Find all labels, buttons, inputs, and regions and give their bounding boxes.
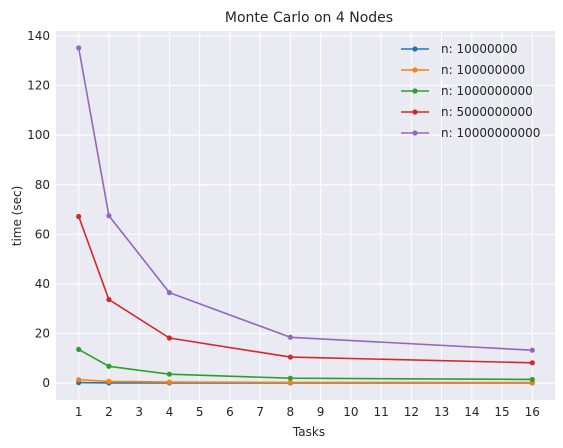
y-tick-label: 140: [27, 29, 50, 43]
x-tick-label: 3: [135, 405, 143, 419]
legend-label: n: 10000000000: [441, 126, 540, 140]
y-tick-label: 0: [42, 376, 50, 390]
x-tick-label: 15: [494, 405, 509, 419]
legend: n: 10000000 n: 100000000 n: 1000000000 n: 5…: [401, 42, 540, 140]
data-point: [287, 379, 293, 385]
y-tick-label: 60: [35, 227, 50, 241]
series-lines: [76, 45, 535, 386]
data-point: [166, 290, 173, 296]
data-point: [76, 346, 82, 353]
legend-marker: [412, 46, 418, 52]
data-point: [106, 363, 112, 369]
data-point: [106, 296, 112, 303]
legend-label: n: 5000000000: [441, 105, 533, 119]
y-tick-label: 100: [27, 128, 50, 142]
legend-label: n: 1000000000: [441, 84, 533, 98]
x-tick-label: 10: [343, 405, 358, 419]
x-tick-labels: 1 2 3 4 5 6 7 8 9 10 11 12 13 14 15 16: [75, 405, 540, 419]
legend-entry: n: 100000000: [401, 63, 525, 77]
data-point: [529, 376, 535, 383]
legend-marker: [412, 88, 418, 94]
x-tick-label: 13: [434, 405, 449, 419]
legend-entry: n: 5000000000: [401, 105, 533, 119]
legend-entry: n: 10000000: [401, 42, 518, 56]
data-point: [76, 377, 82, 383]
data-point: [529, 360, 535, 366]
legend-entry: n: 1000000000: [401, 84, 533, 98]
series-3: [76, 346, 535, 383]
y-tick-label: 20: [35, 327, 50, 341]
data-point: [166, 335, 173, 341]
legend-label: n: 10000000: [441, 42, 518, 56]
x-tick-label: 8: [287, 405, 295, 419]
x-axis-title: Tasks: [292, 425, 325, 439]
y-tick-label: 40: [35, 277, 50, 291]
x-tick-label: 11: [373, 405, 388, 419]
y-axis-title: time (sec): [10, 186, 24, 247]
data-point: [106, 213, 112, 219]
x-tick-label: 16: [525, 405, 540, 419]
data-point: [287, 334, 293, 340]
legend-marker: [412, 109, 418, 115]
series-4: [76, 213, 535, 366]
data-point: [76, 45, 82, 51]
x-tick-label: 9: [317, 405, 325, 419]
x-tick-label: 6: [226, 405, 234, 419]
y-tick-labels: 0 20 40 60 80 100 120 140: [27, 29, 50, 390]
data-point: [106, 378, 112, 385]
data-point: [76, 213, 82, 220]
legend-label: n: 100000000: [441, 63, 525, 77]
data-point: [287, 375, 293, 381]
y-tick-label: 120: [27, 79, 50, 93]
x-tick-label: 7: [256, 405, 264, 419]
x-tick-label: 1: [75, 405, 83, 419]
legend-marker: [412, 67, 418, 73]
series-5: [76, 45, 535, 353]
x-tick-label: 12: [404, 405, 419, 419]
x-tick-label: 5: [196, 405, 204, 419]
legend-marker: [412, 130, 418, 136]
x-tick-label: 2: [105, 405, 113, 419]
legend-entry: n: 10000000000: [401, 126, 540, 140]
x-tick-label: 14: [464, 405, 479, 419]
y-tick-label: 80: [35, 178, 50, 192]
data-point: [166, 371, 173, 377]
chart-title: Monte Carlo on 4 Nodes: [225, 10, 393, 26]
data-point: [529, 347, 535, 353]
data-point: [287, 354, 293, 360]
data-point: [166, 379, 173, 385]
x-tick-label: 4: [166, 405, 174, 419]
